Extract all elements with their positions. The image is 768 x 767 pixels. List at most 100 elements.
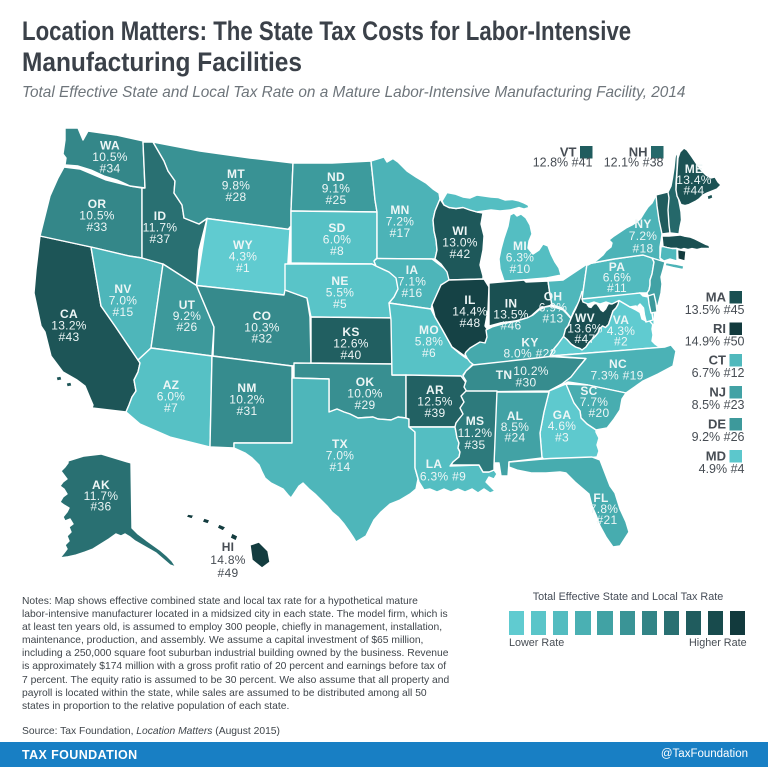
svg-text:4.3%: 4.3% [607, 324, 636, 338]
svg-text:4.9% #4: 4.9% #4 [699, 462, 745, 476]
svg-text:CT: CT [709, 353, 726, 368]
svg-text:12.6%: 12.6% [333, 337, 369, 351]
svg-text:PA: PA [609, 260, 625, 274]
svg-text:#47: #47 [575, 332, 596, 346]
svg-text:#43: #43 [59, 330, 80, 344]
svg-text:8.0% #22: 8.0% #22 [503, 346, 556, 360]
svg-text:6.3%: 6.3% [506, 251, 535, 265]
svg-text:8.5%: 8.5% [501, 420, 530, 434]
svg-text:#46: #46 [501, 319, 522, 333]
svg-text:OR: OR [88, 197, 107, 211]
svg-text:FL: FL [593, 491, 608, 505]
svg-text:MS: MS [466, 414, 485, 428]
svg-text:10.2%: 10.2% [229, 393, 265, 407]
svg-text:#18: #18 [633, 242, 654, 256]
svg-text:#6: #6 [422, 346, 436, 360]
svg-text:NC: NC [609, 357, 627, 371]
svg-text:13.0%: 13.0% [442, 236, 478, 250]
svg-text:#14: #14 [330, 460, 351, 474]
svg-text:OH: OH [544, 290, 563, 304]
svg-text:LA: LA [426, 457, 443, 471]
svg-text:IA: IA [406, 263, 419, 277]
svg-text:#28: #28 [226, 190, 247, 204]
svg-text:14.9% #50: 14.9% #50 [685, 335, 745, 349]
svg-text:CA: CA [60, 307, 78, 321]
svg-text:7.1%: 7.1% [398, 275, 427, 289]
svg-text:#29: #29 [355, 398, 376, 412]
svg-text:6.0%: 6.0% [323, 233, 352, 247]
svg-text:ID: ID [154, 209, 167, 223]
svg-text:13.6%: 13.6% [567, 322, 603, 336]
svg-text:TX: TX [332, 437, 348, 451]
svg-text:#33: #33 [87, 220, 108, 234]
svg-text:#36: #36 [91, 500, 112, 514]
svg-text:6.9%: 6.9% [539, 301, 568, 315]
svg-text:#21: #21 [597, 513, 618, 527]
svg-text:9.2% #26: 9.2% #26 [692, 430, 745, 444]
svg-text:10.5%: 10.5% [79, 209, 115, 223]
svg-text:6.6%: 6.6% [603, 271, 632, 285]
svg-text:AZ: AZ [163, 378, 180, 392]
svg-text:#48: #48 [460, 316, 481, 330]
svg-text:MN: MN [390, 203, 409, 217]
svg-text:#32: #32 [252, 332, 273, 346]
svg-text:#26: #26 [177, 320, 198, 334]
svg-text:MI: MI [513, 239, 527, 253]
svg-text:#2: #2 [614, 335, 628, 349]
svg-text:IN: IN [505, 297, 518, 311]
svg-text:#15: #15 [113, 305, 134, 319]
svg-text:13.4%: 13.4% [676, 173, 712, 187]
svg-text:7.2%: 7.2% [386, 215, 415, 229]
svg-text:12.8% #41: 12.8% #41 [533, 156, 593, 170]
svg-text:NE: NE [331, 274, 348, 288]
svg-text:7.2%: 7.2% [629, 229, 658, 243]
svg-text:5.5%: 5.5% [326, 286, 355, 300]
svg-text:#40: #40 [341, 348, 362, 362]
svg-text:#39: #39 [425, 406, 446, 420]
svg-text:10.0%: 10.0% [347, 387, 383, 401]
svg-text:IL: IL [464, 293, 475, 307]
svg-text:12.1% #38: 12.1% #38 [604, 156, 664, 170]
svg-text:6.3% #9: 6.3% #9 [420, 470, 466, 484]
svg-text:4.3%: 4.3% [229, 250, 258, 264]
svg-text:8.5% #23: 8.5% #23 [692, 398, 745, 412]
svg-text:13.5% #45: 13.5% #45 [685, 303, 745, 317]
svg-text:NM: NM [237, 381, 256, 395]
svg-text:7.0%: 7.0% [109, 294, 138, 308]
svg-text:TN: TN [496, 368, 513, 382]
svg-text:NV: NV [114, 282, 131, 296]
svg-text:ND: ND [327, 170, 345, 184]
svg-text:NY: NY [634, 217, 651, 231]
svg-text:7.3% #19: 7.3% #19 [590, 369, 643, 383]
svg-text:9.2%: 9.2% [173, 309, 202, 323]
svg-text:WA: WA [100, 139, 120, 153]
svg-text:HI: HI [222, 540, 235, 554]
svg-text:#37: #37 [150, 232, 171, 246]
svg-text:#35: #35 [465, 438, 486, 452]
svg-text:12.5%: 12.5% [417, 395, 453, 409]
svg-text:10.3%: 10.3% [244, 321, 280, 335]
svg-text:#44: #44 [684, 184, 705, 198]
svg-text:#24: #24 [505, 431, 526, 445]
svg-text:WI: WI [452, 224, 467, 238]
svg-text:#10: #10 [510, 262, 531, 276]
svg-text:SD: SD [328, 221, 345, 235]
svg-text:9.1%: 9.1% [322, 182, 351, 196]
svg-text:AL: AL [507, 409, 524, 423]
svg-text:5.8%: 5.8% [415, 335, 444, 349]
svg-text:6.0%: 6.0% [157, 390, 186, 404]
svg-text:ME: ME [685, 162, 704, 176]
svg-text:14.4%: 14.4% [452, 305, 488, 319]
svg-text:9.8%: 9.8% [222, 179, 251, 193]
svg-text:NH: NH [629, 145, 648, 160]
svg-text:4.6%: 4.6% [548, 419, 577, 433]
svg-text:#49: #49 [218, 566, 239, 580]
svg-text:#25: #25 [326, 193, 347, 207]
svg-text:11.7%: 11.7% [84, 489, 119, 503]
svg-text:UT: UT [179, 298, 196, 312]
svg-text:#20: #20 [589, 406, 610, 420]
svg-text:#16: #16 [402, 286, 423, 300]
svg-text:#31: #31 [237, 404, 258, 418]
svg-text:#3: #3 [555, 431, 569, 445]
svg-text:KY: KY [521, 335, 538, 349]
